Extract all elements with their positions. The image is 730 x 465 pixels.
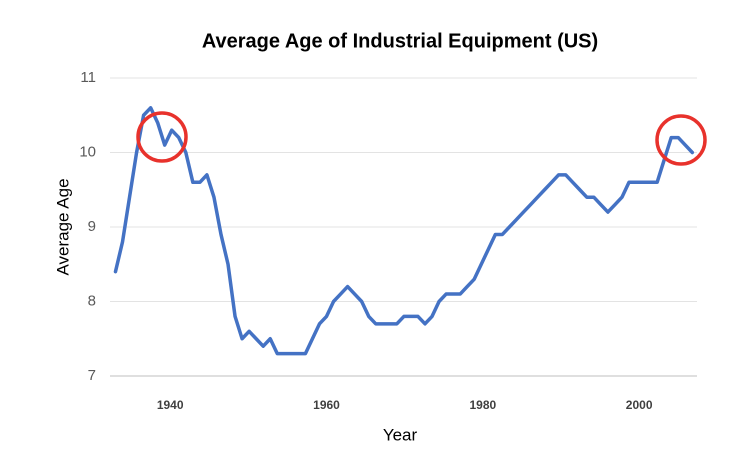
plot [113, 106, 695, 356]
y-tick-label: 9 [88, 218, 96, 235]
y-tick-label: 8 [88, 292, 96, 309]
x-tick-label: 1940 [157, 398, 184, 412]
grid: 7 8 9 10 11 1940 1960 1980 2000 [79, 69, 697, 412]
x-tick-label: 2000 [626, 398, 653, 412]
y-tick-label: 7 [88, 367, 96, 384]
x-tick-label: 1960 [313, 398, 340, 412]
y-axis-title: Average Age [53, 178, 72, 275]
chart-title: Average Age of Industrial Equipment (US) [202, 30, 598, 52]
highlight-circle [655, 114, 707, 166]
data-line [113, 106, 695, 356]
y-tick-label: 10 [79, 143, 96, 160]
x-axis-title: Year [383, 425, 418, 444]
highlight-circle [136, 111, 188, 163]
x-tick-label: 1980 [469, 398, 496, 412]
y-tick-label: 11 [80, 69, 96, 86]
